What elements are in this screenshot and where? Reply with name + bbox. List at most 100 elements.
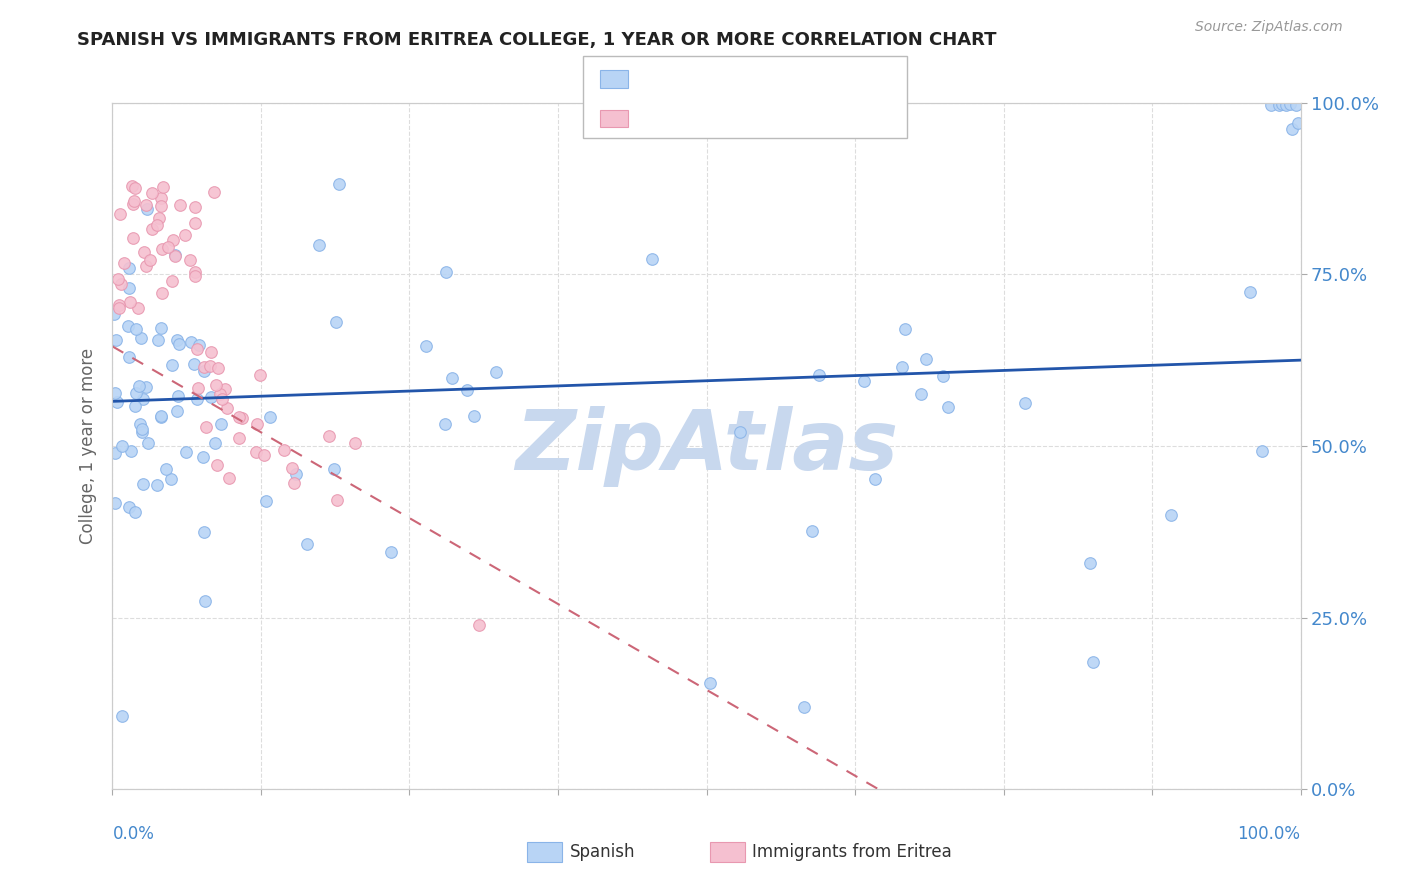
Point <box>152 180 174 194</box>
Point <box>118 350 141 364</box>
Point <box>118 500 141 515</box>
Text: ZipAtlas: ZipAtlas <box>515 406 898 486</box>
Point <box>205 458 228 472</box>
Point <box>149 321 172 335</box>
Point <box>132 244 155 259</box>
Point <box>1285 98 1308 112</box>
Point <box>111 709 134 723</box>
Point <box>456 383 478 397</box>
Point <box>110 277 132 292</box>
Point <box>246 417 269 431</box>
Point <box>322 462 344 476</box>
Point <box>169 198 191 212</box>
Point <box>1014 396 1036 410</box>
Point <box>207 360 229 375</box>
Point <box>180 334 202 349</box>
Text: N =: N = <box>766 110 814 128</box>
Point <box>167 389 190 403</box>
Point <box>1286 115 1309 129</box>
Point <box>157 240 180 254</box>
Point <box>728 425 751 440</box>
Point <box>218 471 240 485</box>
Point <box>131 331 153 345</box>
Point <box>124 505 146 519</box>
Point <box>160 358 183 372</box>
Point <box>295 537 318 551</box>
Point <box>118 281 141 295</box>
Point <box>468 618 491 632</box>
Point <box>1160 508 1182 522</box>
Point <box>104 496 127 510</box>
Point <box>163 248 186 262</box>
Point <box>174 227 197 242</box>
Point <box>148 211 170 225</box>
Point <box>136 436 159 450</box>
Point <box>191 450 214 464</box>
Text: 0.0%: 0.0% <box>112 825 155 843</box>
Point <box>150 243 173 257</box>
Point <box>200 344 222 359</box>
Point <box>186 392 208 407</box>
Point <box>211 392 233 406</box>
Point <box>165 249 187 263</box>
Point <box>135 380 157 394</box>
Point <box>141 186 163 200</box>
Point <box>890 360 912 375</box>
Point <box>202 185 225 199</box>
Point <box>209 417 232 431</box>
Point <box>155 462 177 476</box>
Point <box>228 431 250 445</box>
Point <box>176 445 198 459</box>
Point <box>200 359 222 374</box>
Point <box>186 342 208 356</box>
Y-axis label: College, 1 year or more: College, 1 year or more <box>79 348 97 544</box>
Text: Immigrants from Eritrea: Immigrants from Eritrea <box>752 843 952 861</box>
Text: R =: R = <box>640 110 676 128</box>
Point <box>103 307 125 321</box>
Point <box>318 429 340 443</box>
Point <box>141 222 163 236</box>
Point <box>183 357 205 371</box>
Point <box>1260 97 1282 112</box>
Point <box>194 594 217 608</box>
Point <box>183 265 205 279</box>
Point <box>1078 556 1101 570</box>
Point <box>231 410 253 425</box>
Point <box>131 422 153 436</box>
Point <box>121 231 143 245</box>
Point <box>145 478 167 492</box>
Point <box>160 472 183 486</box>
Point <box>107 301 129 316</box>
Point <box>128 417 150 431</box>
Point <box>127 301 149 316</box>
Point <box>1081 656 1104 670</box>
Point <box>128 379 150 393</box>
Point <box>193 359 215 374</box>
Point <box>932 369 955 384</box>
Text: N =: N = <box>766 70 814 88</box>
Point <box>326 492 349 507</box>
Point <box>1281 121 1303 136</box>
Point <box>434 417 457 432</box>
Point <box>121 444 143 458</box>
Point <box>1270 97 1292 112</box>
Point <box>138 253 160 268</box>
Point <box>124 181 146 195</box>
Text: Spanish: Spanish <box>569 843 636 861</box>
Point <box>124 321 146 335</box>
Point <box>253 448 276 462</box>
Point <box>249 368 271 382</box>
Point <box>184 216 207 230</box>
Point <box>188 338 211 352</box>
Point <box>910 386 932 401</box>
Point <box>200 390 222 404</box>
Point <box>117 260 139 275</box>
Point <box>162 233 184 247</box>
Point <box>132 392 155 406</box>
Point <box>344 436 367 450</box>
Point <box>283 476 305 491</box>
Point <box>150 409 173 424</box>
Point <box>205 378 228 392</box>
Point <box>259 410 281 425</box>
Point <box>281 460 304 475</box>
